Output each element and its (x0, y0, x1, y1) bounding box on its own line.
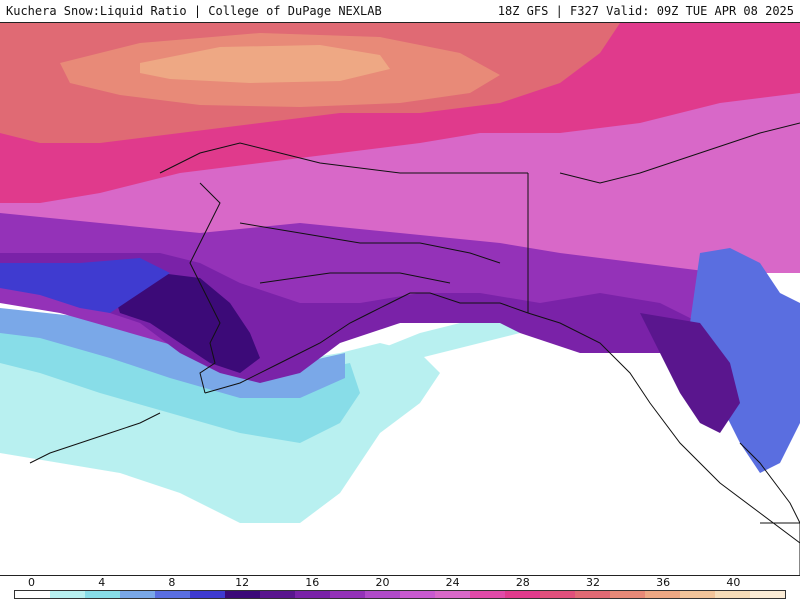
color-scale-swatch (190, 591, 225, 598)
color-scale-swatch (330, 591, 365, 598)
color-scale-swatch (365, 591, 400, 598)
ratio-band-aqua (0, 323, 360, 443)
color-scale-swatch (225, 591, 260, 598)
color-scale-swatch (50, 591, 85, 598)
color-scale-tick-label: 16 (305, 576, 320, 589)
color-scale-swatch (470, 591, 505, 598)
color-scale-swatch (435, 591, 470, 598)
color-scale-swatch (505, 591, 540, 598)
color-scale-bar (14, 590, 786, 599)
snow-ratio-field (0, 23, 800, 575)
color-scale-swatch (85, 591, 120, 598)
color-scale-swatch (540, 591, 575, 598)
color-scale-tick-label: 8 (168, 576, 176, 589)
color-scale-tick-label: 0 (28, 576, 36, 589)
color-scale-swatch (645, 591, 680, 598)
ratio-band-gulf-edge (370, 323, 520, 363)
color-scale-swatch (15, 591, 50, 598)
ratio-band-peach (140, 45, 390, 83)
color-scale-swatch (610, 591, 645, 598)
ratio-band-indigo (110, 273, 260, 373)
color-scale-swatch (715, 591, 750, 598)
color-scale-swatch (155, 591, 190, 598)
color-scale-swatch (400, 591, 435, 598)
color-scale-tick-label: 32 (586, 576, 600, 589)
color-scale-swatch (750, 591, 785, 598)
forecast-map (0, 22, 800, 576)
ratio-band-panhandle-violet (640, 313, 740, 433)
color-scale-legend: 0 4 8 12 16 20 24 28 32 36 40 (0, 576, 800, 600)
color-scale-tick-label: 20 (375, 576, 390, 589)
color-scale-tick-label: 36 (656, 576, 671, 589)
color-scale-tick-label: 12 (235, 576, 250, 589)
product-title: Kuchera Snow:Liquid Ratio | College of D… (6, 4, 382, 18)
color-scale-tick-label: 4 (98, 576, 106, 589)
color-scale-swatch (575, 591, 610, 598)
color-scale-tick-label: 28 (515, 576, 530, 589)
color-scale-tick-label: 40 (726, 576, 741, 589)
ratio-band-blue (0, 258, 170, 313)
color-scale-swatch (680, 591, 715, 598)
color-scale-swatch (260, 591, 295, 598)
color-scale-ticks: 0 4 8 12 16 20 24 28 32 36 40 (0, 576, 800, 590)
color-scale-swatch (120, 591, 155, 598)
ratio-band-blue-coast (690, 248, 800, 473)
color-scale-swatch (295, 591, 330, 598)
color-scale-tick-label: 24 (445, 576, 460, 589)
header-bar: Kuchera Snow:Liquid Ratio | College of D… (0, 0, 800, 22)
coastlines (29, 122, 800, 575)
model-run-valid-time: 18Z GFS | F327 Valid: 09Z TUE APR 08 202… (497, 4, 794, 18)
